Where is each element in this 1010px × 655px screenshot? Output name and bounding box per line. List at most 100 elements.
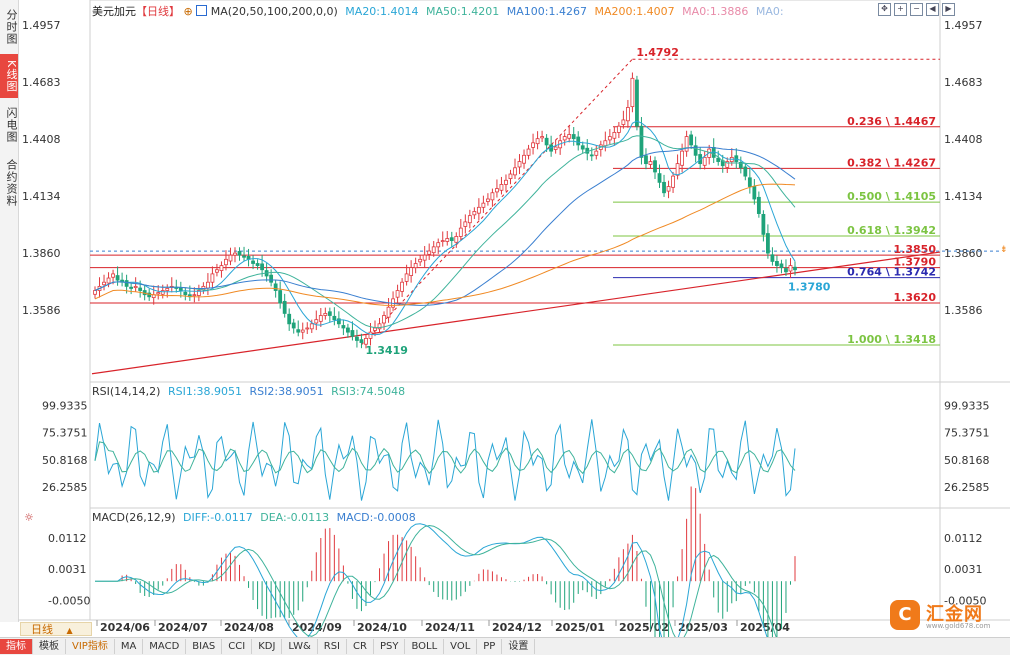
- macd-ytick-right-1: 0.0031: [944, 563, 983, 576]
- candle-body: [517, 161, 522, 168]
- macd-ytick-left-1: 0.0031: [48, 563, 87, 576]
- candle-body: [449, 237, 454, 242]
- toolbar-btn-9[interactable]: RSI: [318, 639, 348, 654]
- candle-body: [535, 138, 540, 145]
- candle-body: [616, 125, 621, 133]
- candle-body: [323, 313, 328, 316]
- candle-body: [680, 150, 684, 166]
- toolbar-btn-5[interactable]: BIAS: [186, 639, 223, 654]
- tab-timeshare[interactable]: 分时图: [5, 9, 18, 45]
- rsi-ytick-right-0: 99.9335: [944, 400, 990, 413]
- xtick-label-8: 2025/02: [619, 621, 669, 634]
- candle-body: [219, 265, 224, 271]
- candle-body: [237, 251, 242, 256]
- candle-body: [793, 266, 797, 271]
- candle-body: [364, 337, 368, 345]
- candle-body: [124, 280, 129, 287]
- xtick-label-6: 2024/12: [492, 621, 542, 634]
- toolbar-btn-12[interactable]: BOLL: [405, 639, 445, 654]
- toolbar-btn-14[interactable]: PP: [477, 639, 503, 654]
- candle-body: [395, 290, 400, 298]
- xtick-label-1: 2024/07: [158, 621, 208, 634]
- toolbar-btn-11[interactable]: PSY: [374, 639, 406, 654]
- tab-flash-chart[interactable]: 闪电图: [5, 107, 18, 143]
- ma200-line: [94, 183, 796, 306]
- zoom-in-icon[interactable]: +: [894, 3, 907, 16]
- level-label-2: 0.500 \ 1.4105: [847, 190, 936, 203]
- candle-body: [743, 166, 748, 177]
- candle-body: [409, 267, 414, 276]
- candle-body: [580, 145, 585, 150]
- candle-body: [160, 290, 165, 295]
- candle-body: [671, 175, 675, 188]
- toolbar-btn-13[interactable]: VOL: [444, 639, 478, 654]
- settings-icon[interactable]: ⊕: [183, 5, 193, 18]
- logo-mark-icon: C: [890, 600, 920, 630]
- macd-settings-icon[interactable]: ☼: [24, 511, 34, 524]
- level-label-7: 1.3620: [894, 291, 937, 304]
- candle-body: [576, 136, 581, 146]
- move-right-icon[interactable]: ▶: [942, 3, 955, 16]
- toolbar-btn-1[interactable]: 模板: [33, 639, 66, 654]
- period-tag[interactable]: 【日线】: [136, 5, 180, 18]
- diff-value: DIFF:-0.0117: [183, 511, 253, 524]
- candle-body: [206, 281, 210, 289]
- indicator-toolbar: 指标 模板 VIP指标 MA MACD BIAS CCI KDJ LW& RSI CR PSY BOLL…: [0, 637, 1010, 655]
- expand-icon[interactable]: ✥: [878, 3, 891, 16]
- level-label-5: 1.3790: [894, 256, 937, 269]
- toolbar-btn-3[interactable]: MA: [115, 639, 144, 654]
- candle-body: [454, 236, 459, 243]
- rsi-ytick-right-3: 26.2585: [944, 481, 990, 494]
- macd-header: ☼: [24, 511, 34, 524]
- toolbar-btn-0[interactable]: 指标: [0, 639, 33, 654]
- level-label-8: 1.000 \ 1.3418: [847, 333, 936, 346]
- candle-body: [784, 268, 788, 273]
- candle-body: [382, 315, 386, 324]
- candle-body: [490, 192, 495, 201]
- toolbar-btn-15[interactable]: 设置: [502, 639, 536, 654]
- candle-body: [305, 327, 310, 330]
- high-label: 1.4792: [636, 46, 678, 59]
- candle-body: [102, 281, 106, 286]
- zoom-out-icon[interactable]: −: [910, 3, 923, 16]
- macd-ytick-right-0: 0.0112: [944, 532, 983, 545]
- candle-body: [476, 206, 481, 214]
- candle-body: [684, 136, 689, 152]
- candle-body: [147, 292, 152, 298]
- candle-body: [373, 327, 377, 331]
- xtick-label-9: 2025/03: [678, 621, 728, 634]
- toolbar-btn-6[interactable]: CCI: [222, 639, 253, 654]
- side-tab-bar: 分时图 K线图 闪电图 合约资料: [0, 0, 19, 622]
- logo-subtext: www.gold678.com: [926, 622, 991, 630]
- candle-body: [341, 325, 346, 329]
- candle-body: [756, 196, 761, 214]
- candle-body: [653, 160, 657, 173]
- rsi-ytick-right-2: 50.8168: [944, 454, 990, 467]
- ma-toggle-icon[interactable]: [196, 5, 208, 16]
- toolbar-btn-4[interactable]: MACD: [143, 639, 187, 654]
- diff-line: [95, 523, 768, 637]
- rsi-ytick-left-0: 99.9335: [42, 400, 88, 413]
- chart-canvas[interactable]: 1.4957 1.4957 1.4683 1.4683 1.4408 1.4408 1.41…: [0, 0, 1010, 637]
- candle-body: [327, 311, 332, 316]
- tab-contract-info[interactable]: 合约资料: [5, 159, 18, 207]
- toolbar-btn-10[interactable]: CR: [347, 639, 374, 654]
- candle-body: [540, 136, 544, 139]
- candle-body: [115, 275, 120, 281]
- period-selector[interactable]: 日线 ▲: [20, 622, 92, 636]
- move-left-icon[interactable]: ◀: [926, 3, 939, 16]
- main-ytick-left-2: 1.4408: [22, 133, 61, 146]
- toolbar-btn-8[interactable]: LW&: [282, 639, 318, 654]
- candle-body: [273, 283, 278, 291]
- rsi2-value: RSI2:38.9051: [249, 385, 324, 398]
- tab-kline[interactable]: K线图: [0, 54, 18, 98]
- candle-body: [472, 211, 477, 216]
- toolbar-btn-2[interactable]: VIP指标: [66, 639, 115, 654]
- candle-body: [689, 134, 694, 146]
- level-label-1: 0.382 \ 1.4267: [847, 156, 936, 169]
- xtick-label-10: 2025/04: [740, 621, 790, 634]
- toolbar-btn-7[interactable]: KDJ: [252, 639, 283, 654]
- main-chart-header: 美元加元【日线】 ⊕ MA(20,50,100,200,0,0) MA20:1.…: [92, 3, 784, 19]
- level-label-4: 1.3850: [894, 243, 937, 256]
- candle-body: [657, 173, 662, 183]
